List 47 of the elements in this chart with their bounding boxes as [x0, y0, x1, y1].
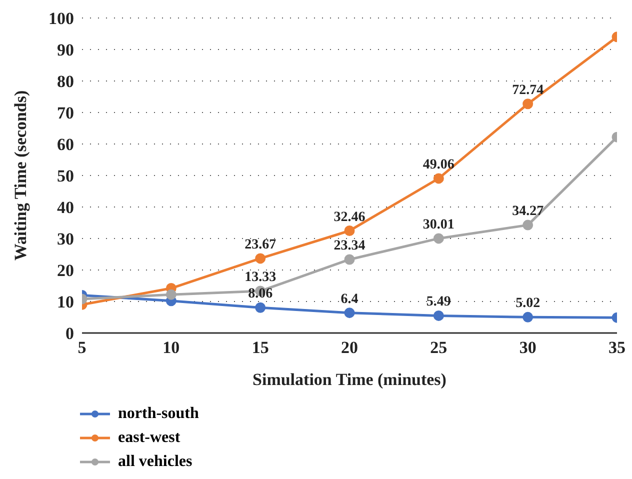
point [522, 312, 534, 322]
legend-label: east-west [118, 429, 180, 447]
data-label: 72.74 [512, 82, 544, 98]
point [522, 220, 534, 230]
x-tick-label: 20 [341, 338, 358, 358]
y-tick-label: 0 [66, 324, 74, 344]
point [344, 226, 355, 236]
point [433, 173, 444, 184]
y-tick-label: 40 [57, 198, 74, 218]
point [433, 233, 444, 244]
legend-label: north-south [118, 405, 199, 423]
point [522, 98, 534, 110]
y-tick-label: 100 [48, 9, 74, 28]
data-label: 8.06 [248, 286, 273, 302]
x-tick-label: 10 [162, 338, 180, 358]
x-tick-label: 30 [519, 338, 536, 358]
data-label: 13.33 [244, 270, 276, 286]
point [255, 253, 266, 264]
y-tick-label: 90 [57, 40, 74, 60]
y-tick-label: 80 [57, 72, 74, 92]
y-tick-label: 60 [57, 135, 74, 154]
data-label: 32.46 [334, 210, 366, 225]
x-axis-title: Simulation Time (minutes) [252, 370, 446, 389]
data-label: 30.01 [422, 217, 454, 232]
point [166, 289, 176, 300]
data-label: 23.34 [334, 238, 366, 254]
legend-label: all vehicles [118, 453, 192, 471]
data-label: 49.06 [422, 157, 454, 172]
x-tick-label: 5 [78, 338, 86, 358]
point [344, 308, 355, 318]
point [344, 254, 355, 265]
data-label: 23.67 [244, 237, 276, 252]
y-tick-label: 30 [57, 230, 74, 249]
x-tick-label: 25 [430, 338, 448, 358]
y-tick-label: 20 [57, 261, 74, 280]
data-label: 6.4 [340, 292, 358, 307]
y-tick-label: 70 [57, 104, 74, 123]
y-tick-label: 10 [57, 292, 74, 312]
data-label: 5.02 [516, 296, 540, 312]
data-label: 34.27 [512, 204, 544, 220]
y-axis-title: Waiting Time (seconds) [11, 90, 30, 261]
x-tick-label: 35 [608, 338, 626, 358]
data-label: 5.49 [426, 294, 451, 310]
point [255, 302, 266, 313]
y-tick-label: 50 [57, 166, 74, 186]
point [433, 310, 444, 321]
x-tick-label: 15 [252, 338, 269, 358]
